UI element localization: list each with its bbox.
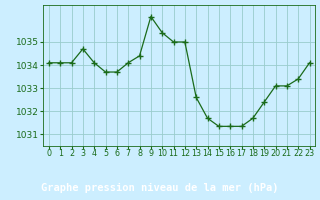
Text: Graphe pression niveau de la mer (hPa): Graphe pression niveau de la mer (hPa) <box>41 183 279 193</box>
